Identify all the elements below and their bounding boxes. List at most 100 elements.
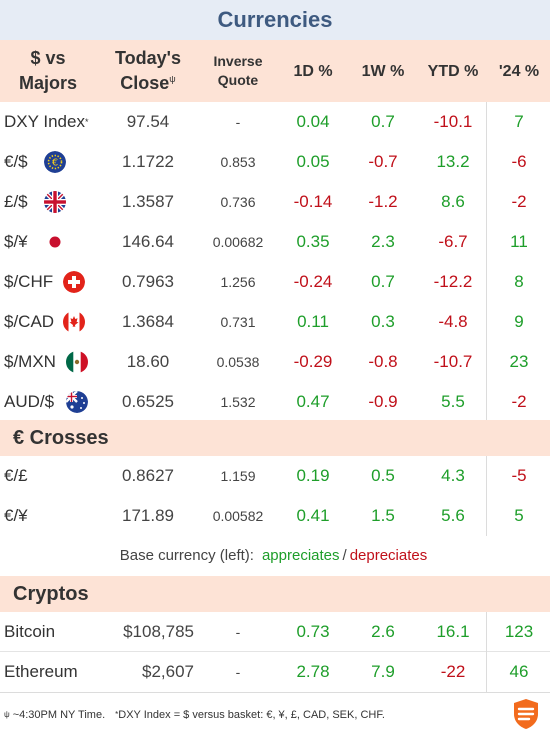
- header-inverse: Inverse Quote: [213, 53, 263, 88]
- ytd-value: 13.2: [436, 152, 470, 171]
- svg-text:€: €: [52, 158, 58, 169]
- y24-value: 23: [509, 352, 529, 371]
- d1-value: 0.41: [296, 506, 330, 525]
- ytd-value: -10.7: [433, 352, 473, 371]
- close-value: 1.3684: [122, 312, 174, 331]
- mexico-flag-icon: [66, 351, 88, 373]
- inverse-value: 0.00682: [212, 234, 264, 250]
- d1-value: 0.47: [296, 392, 330, 411]
- pair-label: $/CAD: [4, 312, 55, 331]
- y24-value: -6: [511, 152, 527, 171]
- close-value: 18.60: [126, 352, 170, 371]
- close-value: 171.89: [122, 506, 174, 525]
- y24-value: -2: [511, 392, 527, 411]
- ytd-value: 16.1: [436, 622, 470, 641]
- table-header: $ vs Majors Today's Closeψ Inverse Quote…: [0, 40, 550, 102]
- d1-value: 0.05: [296, 152, 330, 171]
- australia-flag-icon: [66, 391, 88, 413]
- close-value: 0.7963: [122, 272, 174, 291]
- ytd-value: -4.8: [438, 312, 468, 331]
- inverse-value: 1.256: [220, 274, 256, 290]
- eu-flag-icon: €: [44, 151, 66, 173]
- footnotes: ψ ~4:30PM NY Time. * DXY Index = $ versu…: [0, 692, 550, 736]
- inverse-value: 0.0538: [216, 354, 260, 370]
- d1-value: 0.11: [297, 312, 329, 331]
- swiss-flag-icon: [63, 271, 85, 293]
- table-row: Ethereum $2,607 - 2.78 7.9 -22 46: [0, 652, 550, 692]
- table-row: £/$ 1.3587 0.736 -0.14 -1.2 8.6 -2: [0, 182, 550, 222]
- pair-label: €/£: [4, 466, 28, 485]
- d1-value: 0.04: [296, 112, 330, 131]
- pair-label: €/¥: [4, 506, 28, 525]
- header-pair: $ vs Majors: [18, 48, 78, 93]
- table-row: €/£ 0.8627 1.159 0.19 0.5 4.3 -5: [0, 456, 550, 496]
- ytd-value: 5.5: [441, 392, 465, 411]
- table-row: $/CAD 1.3684 0.731 0.11 0.3 -4.8 9: [0, 302, 550, 342]
- y24-value: 9: [514, 312, 524, 331]
- header-24: '24 %: [498, 62, 540, 80]
- table-row: $/CHF 0.7963 1.256 -0.24 0.7 -12.2 8: [0, 262, 550, 302]
- d1-value: 0.19: [296, 466, 330, 485]
- pair-label: AUD/$: [4, 392, 55, 411]
- y24-value: 46: [509, 662, 529, 681]
- brand-logo-icon: [514, 699, 538, 729]
- d1-value: -0.14: [293, 192, 333, 211]
- d1-value: 0.35: [296, 232, 330, 251]
- section-crosses: € Crosses: [0, 420, 550, 456]
- pair-label: €/$: [4, 152, 28, 171]
- uk-flag-icon: [44, 191, 66, 213]
- w1-value: 0.3: [371, 312, 395, 331]
- y24-value: 5: [514, 506, 524, 525]
- close-value: 1.3587: [122, 192, 174, 211]
- w1-value: -0.7: [368, 152, 398, 171]
- column-divider: [486, 456, 487, 536]
- header-1w: 1W %: [361, 62, 405, 80]
- inverse-value: 0.853: [220, 154, 256, 170]
- table-row: Bitcoin $108,785 - 0.73 2.6 16.1 123: [0, 612, 550, 652]
- w1-value: -1.2: [368, 192, 398, 211]
- table-row: DXY Index * 97.54 - 0.04 0.7 -10.1 7: [0, 102, 550, 142]
- w1-value: 0.7: [371, 272, 395, 291]
- close-value: 97.54: [126, 112, 170, 131]
- canada-flag-icon: [63, 311, 85, 333]
- close-value: 1.1722: [122, 152, 174, 171]
- ytd-value: 5.6: [441, 506, 465, 525]
- d1-value: 2.78: [296, 662, 330, 681]
- ytd-value: -22: [440, 662, 466, 681]
- inverse-value: -: [235, 624, 241, 640]
- column-divider: [486, 612, 487, 692]
- table-row: $/MXN 18.60 0.0538 -0.29 -0.8 -10.7 23: [0, 342, 550, 382]
- pair-label: $/MXN: [4, 352, 56, 371]
- y24-value: -2: [511, 192, 527, 211]
- inverse-value: -: [235, 664, 241, 680]
- w1-value: 2.3: [371, 232, 395, 251]
- color-legend: Base currency (left): appreciates / depr…: [119, 546, 428, 564]
- y24-value: 11: [510, 232, 528, 251]
- inverse-value: 0.736: [220, 194, 256, 210]
- close-value: 0.6525: [122, 392, 174, 411]
- w1-value: 0.5: [371, 466, 395, 485]
- pair-label: DXY Index: [4, 112, 85, 131]
- column-divider: [486, 102, 487, 422]
- close-value: $2,607: [142, 662, 194, 681]
- ytd-value: -12.2: [433, 272, 473, 291]
- w1-value: 1.5: [371, 506, 395, 525]
- y24-value: -5: [511, 466, 527, 485]
- w1-value: 0.7: [371, 112, 395, 131]
- table-row: AUD/$ 0.6525 1.532 0.47 -0.9 5.5 -2: [0, 382, 550, 422]
- y24-value: 7: [514, 112, 524, 131]
- header-1d: 1D %: [293, 62, 333, 80]
- pair-label: $/¥: [4, 232, 28, 251]
- inverse-value: -: [235, 114, 241, 130]
- section-cryptos: Cryptos: [0, 576, 550, 612]
- ytd-value: -10.1: [433, 112, 473, 131]
- pair-label: $/CHF: [4, 272, 54, 291]
- title-bar: Currencies: [0, 0, 550, 40]
- inverse-value: 0.731: [220, 314, 256, 330]
- page-title: Currencies: [217, 7, 333, 32]
- w1-value: 2.6: [371, 622, 395, 641]
- table-row: €/¥ 171.89 0.00582 0.41 1.5 5.6 5: [0, 496, 550, 536]
- inverse-value: 0.00582: [212, 508, 264, 524]
- y24-value: 8: [514, 272, 524, 291]
- close-value: 0.8627: [122, 466, 174, 485]
